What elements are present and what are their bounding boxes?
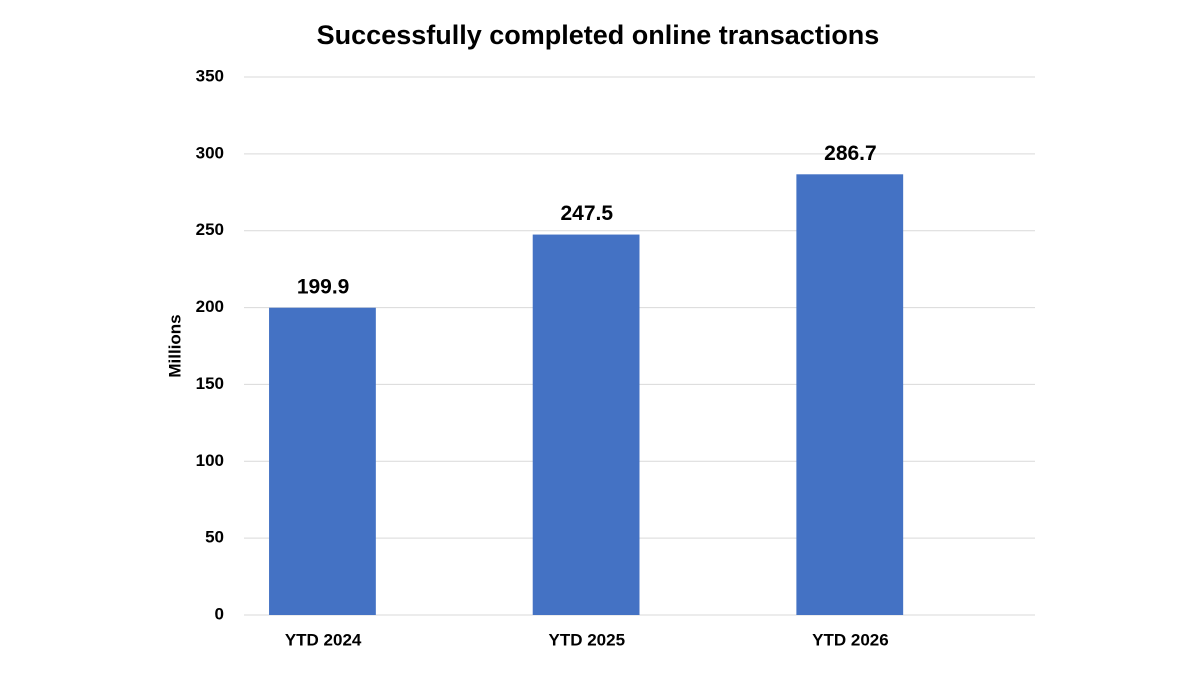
y-tick-label: 250 — [196, 220, 224, 239]
y-tick-label: 0 — [215, 604, 224, 623]
y-tick-label: 150 — [196, 374, 224, 393]
bar — [269, 307, 376, 615]
y-tick-label: 100 — [196, 451, 224, 470]
data-label: 199.9 — [297, 275, 350, 298]
chart-title: Successfully completed online transactio… — [317, 20, 880, 50]
y-tick-label: 200 — [196, 297, 224, 316]
x-tick-label: YTD 2025 — [548, 630, 625, 649]
y-axis-label: Millions — [165, 314, 184, 377]
y-tick-label: 350 — [196, 66, 224, 85]
data-label: 247.5 — [560, 202, 613, 225]
x-tick-label: YTD 2024 — [285, 630, 362, 649]
y-tick-label: 50 — [205, 528, 224, 547]
x-tick-label: YTD 2026 — [812, 630, 889, 649]
y-tick-label: 300 — [196, 143, 224, 162]
bar — [532, 234, 640, 616]
data-label: 286.7 — [824, 142, 877, 165]
bar — [796, 174, 904, 615]
